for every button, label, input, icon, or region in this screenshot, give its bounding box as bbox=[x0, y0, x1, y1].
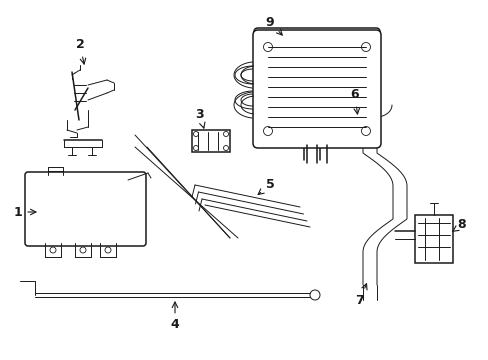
Text: 5: 5 bbox=[258, 179, 274, 194]
Text: 7: 7 bbox=[355, 284, 366, 306]
Text: 8: 8 bbox=[451, 219, 466, 231]
Text: 1: 1 bbox=[14, 206, 36, 219]
Bar bbox=[192, 130, 229, 152]
FancyBboxPatch shape bbox=[253, 28, 379, 146]
Bar bbox=[414, 215, 452, 263]
Text: 4: 4 bbox=[170, 302, 179, 332]
FancyBboxPatch shape bbox=[25, 172, 146, 246]
FancyBboxPatch shape bbox=[252, 30, 380, 148]
Text: 3: 3 bbox=[195, 108, 204, 128]
Text: 2: 2 bbox=[76, 39, 85, 64]
Text: 9: 9 bbox=[265, 15, 282, 35]
Text: 6: 6 bbox=[350, 89, 359, 114]
